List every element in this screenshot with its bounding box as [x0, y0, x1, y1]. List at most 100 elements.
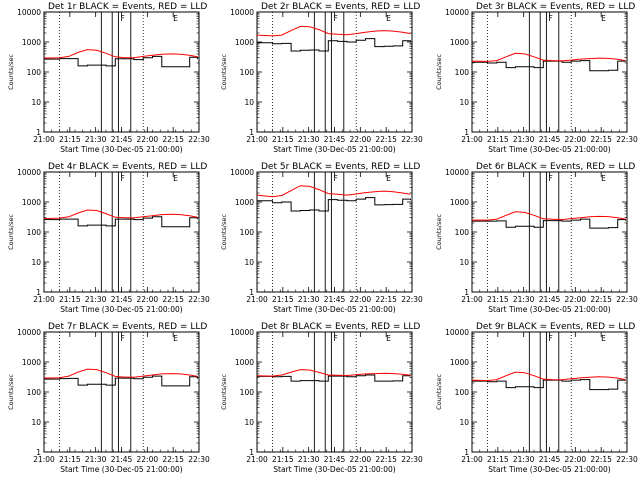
x-tick-label: 22:30 [188, 455, 210, 464]
marker-label: F [120, 174, 124, 183]
lld-series-line [43, 209, 198, 220]
y-axis-label: Counts/sec [435, 214, 443, 250]
y-tick-label: 10000 [17, 168, 41, 177]
y-tick-label: 1000 [235, 358, 254, 367]
x-tick-label: 21:00 [461, 295, 483, 304]
marker-label: E [173, 14, 178, 23]
x-tick-label: 22:00 [137, 295, 159, 304]
panel-title: Det 6r BLACK = Events, RED = LLD [476, 162, 635, 172]
y-tick-label: 10000 [445, 168, 469, 177]
panel-title: Det 8r BLACK = Events, RED = LLD [261, 322, 420, 332]
y-tick-label: 10 [31, 258, 41, 267]
plot-frame [256, 331, 413, 453]
x-tick-label: 21:45 [111, 295, 133, 304]
y-tick-label: 10000 [230, 8, 254, 17]
x-tick-label: 21:30 [513, 135, 535, 144]
x-tick-label: 21:45 [539, 455, 561, 464]
y-tick-label: 10000 [445, 8, 469, 17]
y-tick-label: 100 [27, 388, 42, 397]
y-tick-label: 10 [31, 98, 41, 107]
y-axis-label: Counts/sec [435, 54, 443, 90]
marker-label: F [548, 174, 552, 183]
x-axis-label: Start Time (30-Dec-05 21:00:00) [488, 465, 610, 474]
x-tick-label: 21:00 [33, 295, 55, 304]
chart-panel: Det 9r BLACK = Events, RED = LLD F E 1 10 100… [435, 322, 638, 474]
x-tick-label: 21:45 [324, 295, 346, 304]
events-series-line [472, 379, 626, 391]
x-tick-label: 22:00 [350, 455, 372, 464]
y-tick-label: 10 [244, 98, 254, 107]
marker-label: F [548, 334, 552, 343]
chart-panel: Det 2r BLACK = Events, RED = LLD F E 1 10 100… [220, 2, 423, 154]
x-tick-label: 21:00 [33, 455, 55, 464]
x-tick-label: 22:15 [375, 295, 397, 304]
lld-series-line [256, 185, 411, 198]
chart-panel: Det 4r BLACK = Events, RED = LLD F E 1 10 100… [7, 162, 210, 314]
plot-frame [471, 171, 628, 293]
x-tick-label: 21:00 [33, 135, 55, 144]
y-tick-label: 1000 [235, 198, 254, 207]
x-tick-label: 22:30 [401, 135, 423, 144]
panel-title: Det 7r BLACK = Events, RED = LLD [48, 322, 207, 332]
events-series-line [257, 374, 411, 382]
y-tick-label: 10 [244, 258, 254, 267]
y-tick-label: 1 [464, 448, 469, 457]
y-axis-label: Counts/sec [7, 214, 15, 250]
marker-label: E [386, 334, 391, 343]
x-axis-label: Start Time (30-Dec-05 21:00:00) [488, 145, 610, 154]
y-tick-label: 10000 [17, 328, 41, 337]
x-axis-label: Start Time (30-Dec-05 21:00:00) [60, 305, 182, 314]
lld-series-line [256, 25, 411, 37]
x-tick-label: 21:45 [539, 135, 561, 144]
x-tick-label: 22:00 [565, 135, 587, 144]
marker-label: E [601, 14, 606, 23]
y-tick-label: 10000 [230, 168, 254, 177]
lld-series-line [43, 368, 198, 379]
x-tick-label: 21:30 [513, 295, 535, 304]
chart-panel: Det 5r BLACK = Events, RED = LLD F E 1 10 100… [220, 162, 423, 314]
y-tick-label: 10000 [17, 8, 41, 17]
y-axis-label: Counts/sec [435, 374, 443, 410]
x-tick-label: 21:30 [298, 135, 320, 144]
chart-panel: Det 1r BLACK = Events, RED = LLD F E 1 10 100… [7, 2, 210, 154]
y-tick-label: 100 [27, 228, 42, 237]
x-axis-label: Start Time (30-Dec-05 21:00:00) [273, 465, 395, 474]
y-tick-label: 10000 [445, 328, 469, 337]
events-series-line [472, 60, 626, 72]
plot-frame [256, 171, 413, 293]
x-tick-label: 21:15 [59, 455, 81, 464]
y-tick-label: 1 [464, 288, 469, 297]
x-axis-label: Start Time (30-Dec-05 21:00:00) [488, 305, 610, 314]
x-tick-label: 22:30 [616, 135, 638, 144]
y-tick-label: 1 [249, 288, 254, 297]
y-tick-label: 100 [240, 228, 255, 237]
x-tick-label: 22:00 [137, 135, 159, 144]
x-tick-label: 22:00 [350, 135, 372, 144]
y-axis-label: Counts/sec [220, 374, 228, 410]
y-axis-label: Counts/sec [7, 54, 15, 90]
x-axis-label: Start Time (30-Dec-05 21:00:00) [60, 465, 182, 474]
y-tick-label: 1 [249, 448, 254, 457]
x-tick-label: 22:15 [590, 295, 612, 304]
x-tick-label: 21:15 [59, 135, 81, 144]
y-tick-label: 10 [459, 258, 469, 267]
events-series-line [257, 197, 411, 212]
y-tick-label: 1 [464, 128, 469, 137]
x-tick-label: 22:15 [590, 455, 612, 464]
x-tick-label: 21:00 [246, 295, 268, 304]
y-tick-label: 100 [240, 68, 255, 77]
marker-label: F [333, 174, 337, 183]
y-tick-label: 100 [240, 388, 255, 397]
plot-frame [43, 11, 200, 133]
x-tick-label: 21:30 [298, 295, 320, 304]
x-tick-label: 22:15 [162, 455, 184, 464]
marker-label: F [120, 334, 124, 343]
x-tick-label: 21:45 [111, 135, 133, 144]
y-axis-label: Counts/sec [7, 374, 15, 410]
x-tick-label: 22:00 [350, 295, 372, 304]
y-tick-label: 1000 [450, 358, 469, 367]
y-axis-label: Counts/sec [220, 54, 228, 90]
chart-panel: Det 3r BLACK = Events, RED = LLD F E 1 10 100… [435, 2, 638, 154]
x-tick-label: 21:30 [85, 455, 107, 464]
